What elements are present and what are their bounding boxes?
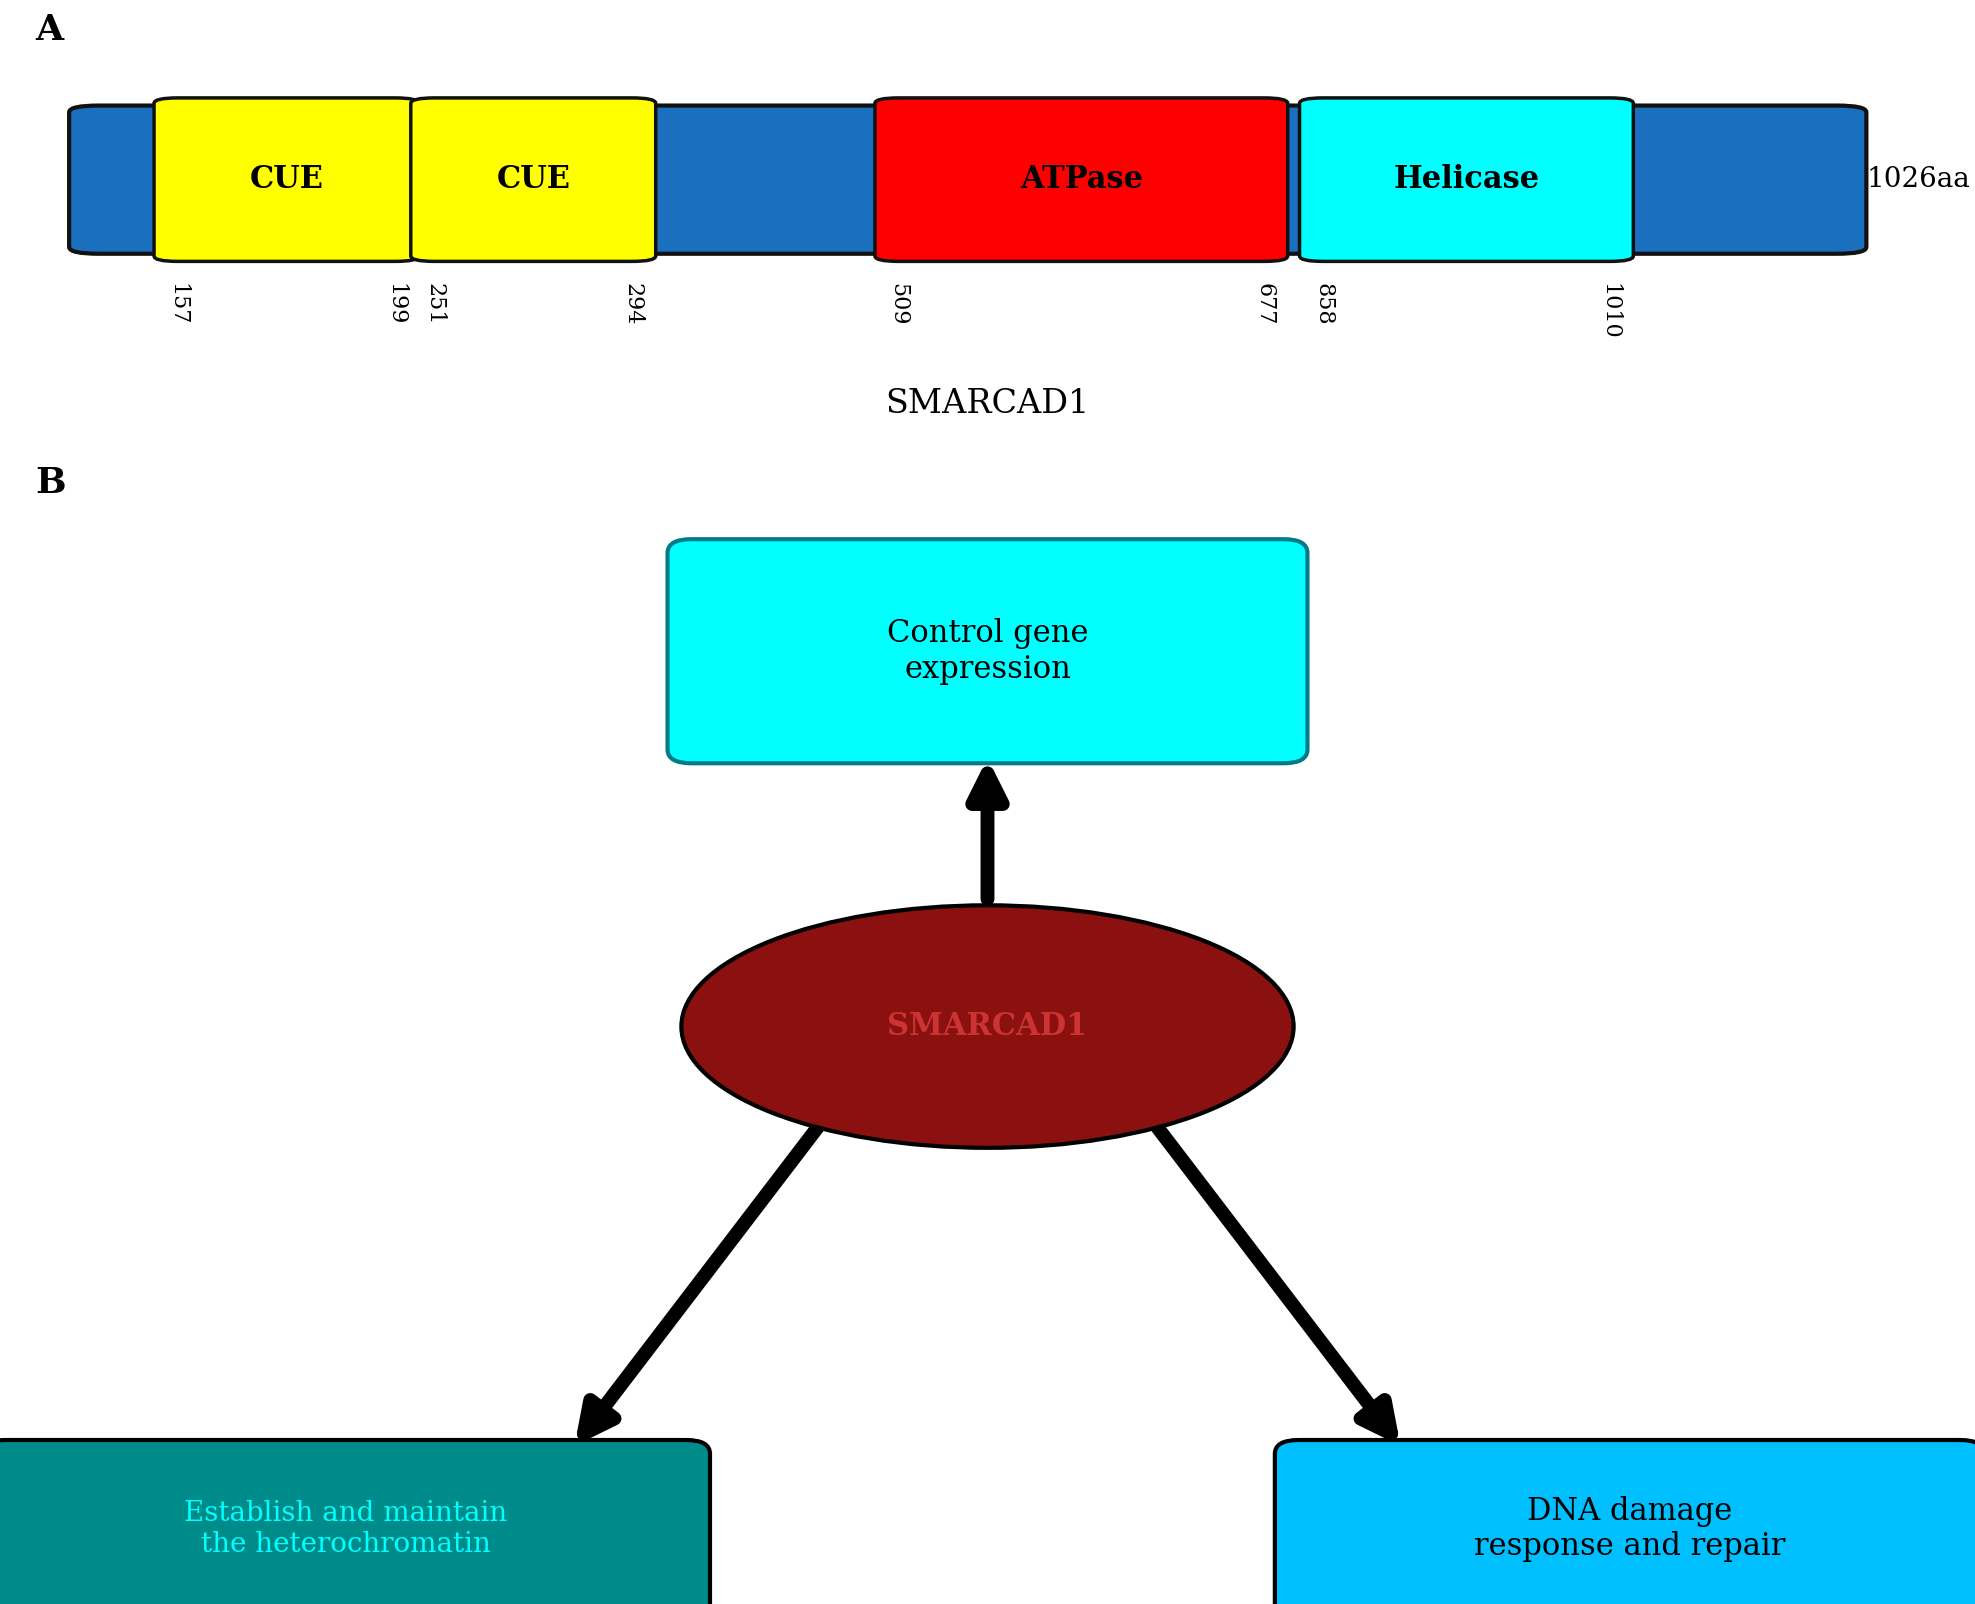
Text: 199: 199 [383,282,407,326]
FancyBboxPatch shape [668,539,1307,764]
FancyBboxPatch shape [154,98,419,261]
Text: CUE: CUE [496,164,571,196]
Text: 157: 157 [166,282,190,326]
Text: SMARCAD1: SMARCAD1 [887,1011,1088,1043]
FancyBboxPatch shape [411,98,656,261]
Text: B: B [36,467,67,500]
Text: SMARCAD1: SMARCAD1 [885,388,1090,420]
Text: 251: 251 [423,282,446,326]
Text: 1010: 1010 [1598,282,1621,340]
FancyBboxPatch shape [1276,1440,1975,1604]
FancyBboxPatch shape [0,1440,711,1604]
Text: ATPase: ATPase [1019,164,1144,196]
Text: 1026aa: 1026aa [1866,167,1971,192]
Text: 294: 294 [620,282,644,326]
Text: Control gene
expression: Control gene expression [887,618,1088,685]
FancyBboxPatch shape [875,98,1288,261]
Ellipse shape [681,905,1294,1148]
FancyBboxPatch shape [69,106,1866,253]
Text: Helicase: Helicase [1392,164,1541,196]
Text: A: A [36,13,63,48]
FancyBboxPatch shape [1300,98,1633,261]
Text: 858: 858 [1311,282,1335,326]
Text: 509: 509 [887,282,910,326]
Text: DNA damage
response and repair: DNA damage response and repair [1473,1495,1785,1562]
Text: 677: 677 [1252,282,1276,326]
Text: Establish and maintain
the heterochromatin: Establish and maintain the heterochromat… [184,1500,508,1557]
Text: CUE: CUE [249,164,324,196]
